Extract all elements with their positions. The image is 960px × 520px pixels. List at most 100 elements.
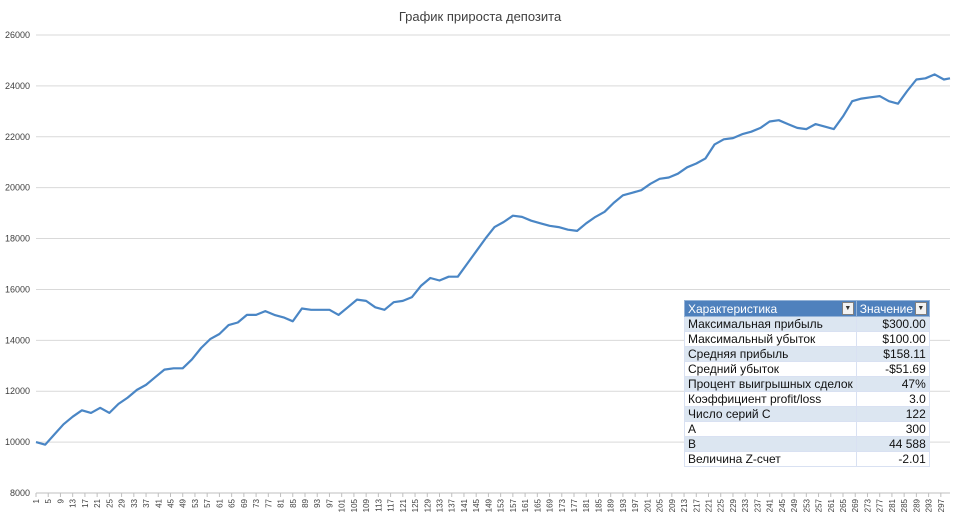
table-cell-name: Процент выигрышных сделок	[684, 376, 857, 392]
x-tick-label: 77	[264, 498, 273, 507]
y-tick-label: 22000	[5, 132, 30, 142]
x-tick-label: 37	[142, 498, 151, 507]
x-tick-label: 25	[105, 498, 114, 507]
table-cell-name: Величина Z-счет	[684, 451, 857, 467]
x-tick-label: 73	[252, 498, 261, 507]
y-tick-label: 26000	[5, 30, 30, 40]
x-tick-label: 237	[753, 498, 762, 512]
table-cell-value: 3.0	[855, 391, 930, 407]
x-tick-label: 117	[387, 498, 396, 511]
x-tick-label: 205	[656, 498, 665, 512]
table-header-row: Характеристика ▼ Значение ▼	[684, 300, 930, 317]
x-tick-label: 229	[729, 498, 738, 512]
table-cell-value: 300	[855, 421, 930, 437]
x-tick-label: 269	[851, 498, 860, 512]
table-cell-value: -$51.69	[855, 361, 930, 377]
y-tick-label: 8000	[10, 488, 30, 498]
x-tick-label: 29	[118, 498, 127, 507]
table-row: Средний убыток -$51.69	[684, 361, 930, 377]
x-tick-label: 41	[154, 498, 163, 507]
x-tick-label: 105	[350, 498, 359, 512]
x-tick-label: 157	[509, 498, 518, 512]
x-tick-label: 177	[570, 498, 579, 512]
x-tick-label: 261	[827, 498, 836, 512]
y-tick-label: 14000	[5, 335, 30, 345]
x-tick-label: 113	[374, 498, 383, 511]
header-characteristic[interactable]: Характеристика ▼	[684, 300, 857, 317]
x-tick-label: 277	[876, 498, 885, 512]
x-tick-label: 137	[448, 498, 457, 512]
y-tick-label: 18000	[5, 234, 30, 244]
x-tick-label: 193	[619, 498, 628, 512]
x-tick-label: 213	[680, 498, 689, 512]
x-tick-label: 221	[705, 498, 714, 512]
x-tick-label: 265	[839, 498, 848, 512]
filter-dropdown-icon[interactable]: ▼	[841, 302, 854, 315]
x-tick-label: 45	[167, 498, 176, 507]
x-tick-label: 1	[32, 498, 41, 503]
table-row: Процент выигрышных сделок 47%	[684, 376, 930, 392]
series-layer	[35, 73, 951, 446]
y-tick-label: 20000	[5, 183, 30, 193]
table-cell-value: 47%	[855, 376, 930, 392]
x-tick-label: 181	[582, 498, 591, 512]
table-cell-value: $300.00	[855, 316, 930, 332]
table-cell-name: В	[684, 436, 857, 452]
x-tick-label: 149	[484, 498, 493, 512]
x-tick-label: 241	[766, 498, 775, 512]
x-tick-label: 285	[900, 498, 909, 512]
table-row: Число серий С 122	[684, 406, 930, 422]
x-tick-label: 185	[594, 498, 603, 512]
x-tick-label: 153	[497, 498, 506, 512]
y-axis-ticks: 8000 10000 12000 14000 16000 18000 20000 22000 2…	[5, 30, 30, 498]
x-tick-label: 197	[631, 498, 640, 512]
x-tick-label: 81	[277, 498, 286, 507]
x-tick-label: 21	[93, 498, 102, 507]
table-cell-name: Число серий С	[684, 406, 857, 422]
header-value[interactable]: Значение ▼	[855, 300, 930, 317]
table-row: Величина Z-счет -2.01	[684, 451, 930, 467]
x-tick-label: 273	[863, 498, 872, 512]
table-row: В 44 588	[684, 436, 930, 452]
table-cell-name: Средний убыток	[684, 361, 857, 377]
x-tick-label: 165	[533, 498, 542, 512]
x-tick-label: 225	[717, 498, 726, 512]
x-tick-label: 245	[778, 498, 787, 512]
table-cell-value: $100.00	[855, 331, 930, 347]
x-tick-label: 53	[191, 498, 200, 507]
table-cell-value: -2.01	[855, 451, 930, 467]
x-tick-label: 33	[130, 498, 139, 507]
x-tick-label: 293	[925, 498, 934, 512]
x-tick-label: 161	[521, 498, 530, 512]
x-tick-label: 109	[362, 498, 371, 512]
table-cell-name: Коэффициент profit/loss	[684, 391, 857, 407]
x-tick-label: 5	[44, 498, 53, 503]
x-tick-label: 97	[325, 498, 334, 507]
x-tick-label: 133	[436, 498, 445, 512]
x-tick-label: 169	[546, 498, 555, 512]
x-tick-label: 49	[179, 498, 188, 507]
x-tick-label: 289	[912, 498, 921, 512]
x-tick-label: 297	[937, 498, 946, 512]
table-cell-name: Максимальная прибыль	[684, 316, 857, 332]
x-tick-label: 281	[888, 498, 897, 512]
chart-title: График прироста депозита	[399, 9, 562, 24]
x-tick-label: 201	[643, 498, 652, 512]
table-cell-name: Средняя прибыль	[684, 346, 857, 362]
y-tick-label: 12000	[5, 386, 30, 396]
filter-dropdown-icon[interactable]: ▼	[914, 302, 927, 315]
x-tick-label: 89	[301, 498, 310, 507]
x-tick-label: 217	[692, 498, 701, 512]
table-row: Средняя прибыль $158.11	[684, 346, 930, 362]
x-tick-label: 209	[668, 498, 677, 512]
x-tick-label: 57	[203, 498, 212, 507]
table-cell-name: А	[684, 421, 857, 437]
y-tick-label: 16000	[5, 284, 30, 294]
x-tick-label: 125	[411, 498, 420, 512]
table-row: Коэффициент profit/loss 3.0	[684, 391, 930, 407]
table-cell-value: 122	[855, 406, 930, 422]
y-tick-label: 24000	[5, 81, 30, 91]
x-tick-label: 9	[56, 498, 65, 503]
x-tick-label: 85	[289, 498, 298, 507]
x-tick-label: 145	[472, 498, 481, 512]
